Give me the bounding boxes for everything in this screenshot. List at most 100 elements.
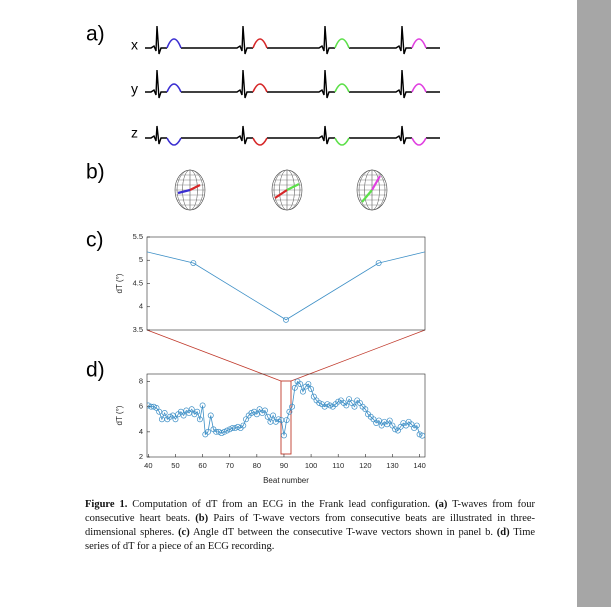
ecg-trace [145, 69, 440, 99]
point [416, 431, 423, 438]
y-tick-label: 3.5 [133, 325, 143, 334]
x-tick-label: 50 [171, 461, 179, 470]
point [240, 422, 247, 429]
point [375, 260, 382, 266]
point [375, 417, 382, 424]
point [213, 428, 220, 435]
lead-label: z [131, 125, 138, 141]
point [327, 402, 334, 409]
t-wave [166, 38, 182, 49]
point [218, 430, 225, 437]
point [316, 399, 323, 406]
point [188, 406, 195, 413]
point [392, 426, 399, 433]
point [147, 402, 152, 409]
caption-part-text: Pairs of T-wave vectors from consecutive… [85, 513, 536, 538]
caption-text: Computation of dT from an ECG in the Fra… [132, 499, 431, 510]
y-tick-label: 2 [139, 452, 143, 461]
point [256, 406, 263, 413]
y-axis-label: dT (°) [115, 405, 124, 425]
point [386, 417, 393, 424]
vector [361, 189, 373, 203]
point [248, 410, 255, 416]
zoom-connector [146, 329, 282, 382]
caption-part-label: (a) [435, 499, 448, 510]
point [150, 403, 157, 410]
ecg-trace [145, 125, 440, 145]
t-wave [166, 83, 182, 93]
y-tick-label: 4 [139, 427, 143, 436]
point [291, 384, 298, 391]
point [205, 428, 211, 435]
y-tick-label: 4 [139, 302, 143, 311]
point [356, 399, 363, 406]
point [148, 403, 155, 410]
point [351, 403, 358, 410]
point [172, 416, 179, 423]
point [403, 422, 409, 429]
point [283, 316, 289, 323]
point [161, 410, 168, 416]
panel-label: d) [86, 359, 105, 382]
lead-label: x [131, 37, 138, 53]
point [275, 416, 282, 423]
caption-part-label: (b) [195, 513, 209, 524]
y-tick-label: 5.5 [133, 232, 143, 241]
point [196, 416, 203, 423]
y-tick-label: 5 [139, 255, 143, 264]
x-axis-label: Beat number [263, 476, 309, 485]
point [283, 417, 290, 423]
point [224, 427, 230, 434]
x-tick-label: 60 [198, 461, 206, 470]
point [229, 425, 236, 432]
caption-part-label: (d) [496, 527, 510, 538]
x-tick-label: 120 [359, 461, 372, 470]
point [177, 408, 184, 415]
y-axis-label: dT (°) [115, 273, 124, 293]
caption: Figure 1. Computation of dT from an ECG … [85, 498, 535, 554]
point [408, 421, 415, 428]
point [190, 260, 197, 266]
vector [371, 175, 381, 191]
point [310, 393, 317, 400]
point [286, 408, 293, 415]
x-tick-label: 70 [226, 461, 234, 470]
t-wave [252, 38, 268, 49]
panel-label: a) [86, 23, 105, 46]
caption-part-text: Angle dT between the consecutive T-wave … [192, 527, 493, 538]
point [394, 427, 401, 434]
point [308, 386, 315, 393]
point [167, 413, 174, 420]
t-wave [411, 137, 427, 146]
point [297, 381, 304, 388]
point [253, 411, 260, 418]
zoom-connector [290, 329, 426, 382]
series-line [148, 380, 423, 436]
point [384, 421, 390, 428]
point [300, 388, 306, 395]
series [147, 378, 425, 439]
x-tick-label: 80 [253, 461, 261, 470]
t-wave [411, 38, 427, 49]
point [262, 407, 268, 414]
caption-part-text: T-waves from four consecutive heart beat… [85, 499, 536, 524]
ecg-traces [145, 25, 440, 146]
point [270, 412, 277, 419]
vector [274, 189, 288, 199]
x-tick-label: 90 [280, 461, 288, 470]
point [346, 396, 353, 403]
point [348, 399, 355, 406]
x-tick-label: 100 [305, 461, 318, 470]
t-wave [411, 83, 427, 93]
vector [189, 184, 201, 191]
point [156, 408, 163, 415]
t-wave [334, 83, 350, 93]
point [362, 406, 369, 413]
series-line [147, 251, 425, 321]
point [281, 432, 287, 439]
point [305, 381, 312, 388]
point [180, 412, 187, 419]
point [153, 405, 160, 411]
point [221, 428, 228, 435]
ecg-trace [145, 25, 440, 55]
